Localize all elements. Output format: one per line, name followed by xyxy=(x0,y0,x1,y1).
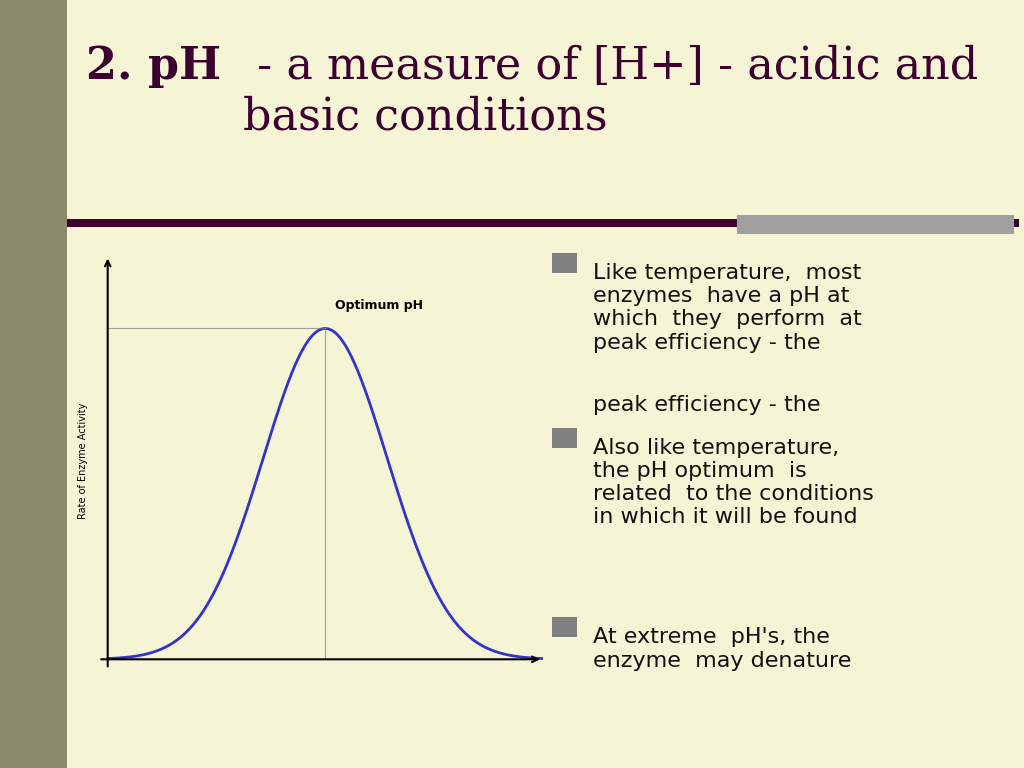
Text: Rate of Enzyme Activity: Rate of Enzyme Activity xyxy=(78,402,88,519)
Bar xyxy=(552,253,578,273)
Text: Like temperature,  most
enzymes  have a pH at
which  they  perform  at
peak effi: Like temperature, most enzymes have a pH… xyxy=(593,263,861,353)
Text: peak efficiency - the: peak efficiency - the xyxy=(593,395,827,415)
Text: pH: pH xyxy=(549,676,570,690)
Text: Optimum pH: Optimum pH xyxy=(335,299,423,312)
Text: - a measure of [H+] - acidic and
basic conditions: - a measure of [H+] - acidic and basic c… xyxy=(243,45,978,138)
Bar xyxy=(552,428,578,448)
Text: Also like temperature,
the pH optimum  is
related  to the conditions
in which it: Also like temperature, the pH optimum is… xyxy=(593,438,873,528)
Text: At extreme  pH's, the
enzyme  may denature: At extreme pH's, the enzyme may denature xyxy=(593,627,851,670)
Text: 2. pH: 2. pH xyxy=(86,45,221,88)
Bar xyxy=(552,617,578,637)
